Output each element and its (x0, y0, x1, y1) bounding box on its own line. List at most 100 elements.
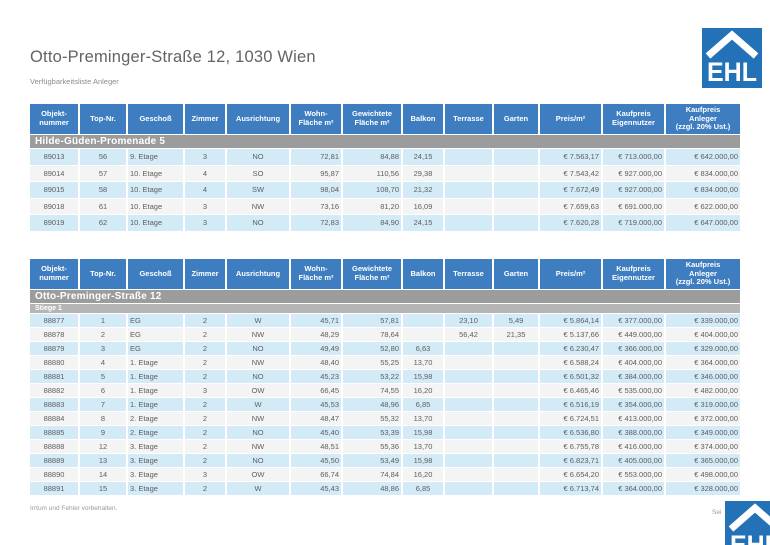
cell (494, 412, 538, 425)
cell: 48,47 (291, 412, 341, 425)
cell: 73,16 (291, 198, 341, 214)
cell: € 6.588,24 (540, 356, 601, 369)
cell: € 384.000,00 (603, 370, 664, 383)
column-header: Kaufpreis Anleger (zzgl. 20% Ust.) (666, 104, 740, 134)
section-title: Hilde-Güden-Promenade 5 (30, 135, 740, 148)
cell: 62 (80, 215, 126, 231)
cell: 3. Etage (128, 454, 183, 467)
cell: 13 (80, 454, 126, 467)
cell (445, 454, 492, 467)
cell: 53,49 (343, 454, 401, 467)
cell: € 482.000,00 (666, 384, 740, 397)
cell: 16,09 (403, 198, 443, 214)
table-row: 88882 6 1. Etage 3 OW 66,45 74,55 16,20 € 6.465,… (30, 384, 740, 397)
cell: 48,86 (343, 482, 401, 495)
cell (445, 482, 492, 495)
logo-text: EHL (707, 57, 757, 87)
column-header: Kaufpreis Eigennutzer (603, 104, 664, 134)
cell: 2 (185, 454, 225, 467)
cell: 9. Etage (128, 149, 183, 165)
cell: 48,29 (291, 328, 341, 341)
cell (494, 215, 538, 231)
cell (403, 328, 443, 341)
cell: 7 (80, 398, 126, 411)
cell: € 7.659,63 (540, 198, 601, 214)
cell: 78,64 (343, 328, 401, 341)
cell: 48,96 (343, 398, 401, 411)
cell: 88883 (30, 398, 78, 411)
table-header-row: Objekt- nummer Top-Nr. Geschoß Zimmer Ausric… (30, 104, 740, 134)
cell: 88878 (30, 328, 78, 341)
cell: 13,70 (403, 412, 443, 425)
cell: € 719.000,00 (603, 215, 664, 231)
cell: 55,36 (343, 440, 401, 453)
cell: EG (128, 328, 183, 341)
cell (494, 165, 538, 181)
roof-icon (728, 503, 770, 532)
cell: OW (227, 384, 289, 397)
cell: NO (227, 370, 289, 383)
cell (494, 454, 538, 467)
cell: 2. Etage (128, 412, 183, 425)
column-header: Balkon (403, 259, 443, 289)
cell: 45,50 (291, 454, 341, 467)
cell: € 5.137,66 (540, 328, 601, 341)
cell: OW (227, 468, 289, 481)
cell: 5 (80, 370, 126, 383)
cell: 74,55 (343, 384, 401, 397)
cell: 45,71 (291, 314, 341, 327)
cell: 15 (80, 482, 126, 495)
cell (494, 426, 538, 439)
cell: 58 (80, 182, 126, 198)
column-header: Gewichtete Fläche m² (343, 259, 401, 289)
column-header: Terrasse (445, 104, 492, 134)
cell: € 372.000,00 (666, 412, 740, 425)
cell: 88877 (30, 314, 78, 327)
cell: 56 (80, 149, 126, 165)
cell: 3 (185, 149, 225, 165)
cell: 2 (185, 440, 225, 453)
cell (445, 398, 492, 411)
cell: 89019 (30, 215, 78, 231)
cell: W (227, 398, 289, 411)
cell: 56,42 (445, 328, 492, 341)
cell (494, 482, 538, 495)
cell: 24,15 (403, 215, 443, 231)
cell: € 553.000,00 (603, 468, 664, 481)
cell: NW (227, 356, 289, 369)
cell: 2 (185, 426, 225, 439)
cell: 48,51 (291, 440, 341, 453)
section-title: Otto-Preminger-Straße 12 (30, 290, 740, 303)
cell: 10. Etage (128, 215, 183, 231)
cell: NO (227, 426, 289, 439)
cell (445, 384, 492, 397)
cell: € 7.620,28 (540, 215, 601, 231)
cell: 61 (80, 198, 126, 214)
cell (445, 165, 492, 181)
cell: 29,38 (403, 165, 443, 181)
cell: 1. Etage (128, 356, 183, 369)
table-row: 88877 1 EG 2 W 45,71 57,81 23,10 5,49 € 5.864,14 €… (30, 314, 740, 327)
cell: 55,25 (343, 356, 401, 369)
cell: € 6.823,71 (540, 454, 601, 467)
cell: 88888 (30, 440, 78, 453)
column-header: Geschoß (128, 104, 183, 134)
cell: € 6.230,47 (540, 342, 601, 355)
subsection-title: Stiege 1 (30, 304, 740, 313)
cell (445, 426, 492, 439)
cell: 88881 (30, 370, 78, 383)
cell: 23,10 (445, 314, 492, 327)
cell (445, 412, 492, 425)
cell (494, 182, 538, 198)
section-band: Hilde-Güden-Promenade 5 (30, 135, 740, 148)
column-header: Preis/m² (540, 259, 601, 289)
cell: 3. Etage (128, 482, 183, 495)
cell (403, 314, 443, 327)
cell: € 319.000,00 (666, 398, 740, 411)
cell: 84,88 (343, 149, 401, 165)
cell (445, 215, 492, 231)
column-header: Ausrichtung (227, 259, 289, 289)
cell: EG (128, 314, 183, 327)
cell: 49,49 (291, 342, 341, 355)
